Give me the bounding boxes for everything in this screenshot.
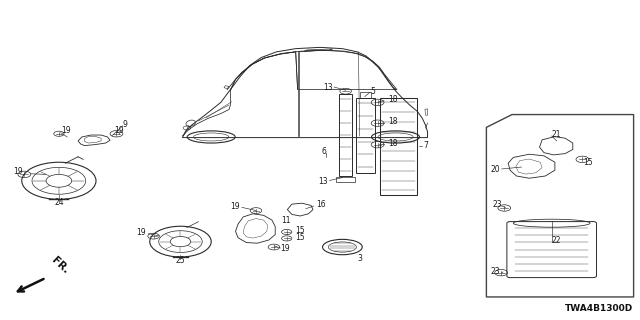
Text: 9: 9 [123,120,128,129]
Text: TWA4B1300D: TWA4B1300D [565,304,634,313]
Text: 24: 24 [54,198,64,207]
Text: 21: 21 [552,130,561,139]
Text: 18: 18 [388,95,397,104]
Bar [356,98,375,173]
Text: 19: 19 [61,126,70,135]
Text: 13: 13 [323,84,333,92]
Text: 19: 19 [136,228,146,237]
Text: 19: 19 [114,126,124,135]
Text: 18: 18 [388,139,397,148]
Text: 16: 16 [316,200,326,209]
Text: 5: 5 [370,87,375,96]
Text: 18: 18 [388,117,397,126]
Text: 23: 23 [492,200,502,209]
Bar [360,92,371,98]
Text: 3: 3 [357,254,362,263]
Bar [380,98,417,195]
Bar [336,177,355,182]
Text: 15: 15 [295,226,305,235]
Text: 13: 13 [318,177,328,186]
Text: 15: 15 [584,158,593,167]
Text: 7: 7 [424,141,429,150]
Text: 23: 23 [491,267,500,276]
Text: 25: 25 [175,256,186,265]
Text: 22: 22 [552,236,561,245]
Text: 15: 15 [295,233,305,242]
Text: 19: 19 [13,167,22,176]
Text: 19: 19 [230,202,240,211]
Text: 20: 20 [491,165,500,174]
Bar [339,94,352,176]
Text: 6: 6 [321,147,326,156]
Text: 11: 11 [282,216,291,225]
Text: 19: 19 [280,244,290,253]
Text: FR.: FR. [50,255,71,275]
